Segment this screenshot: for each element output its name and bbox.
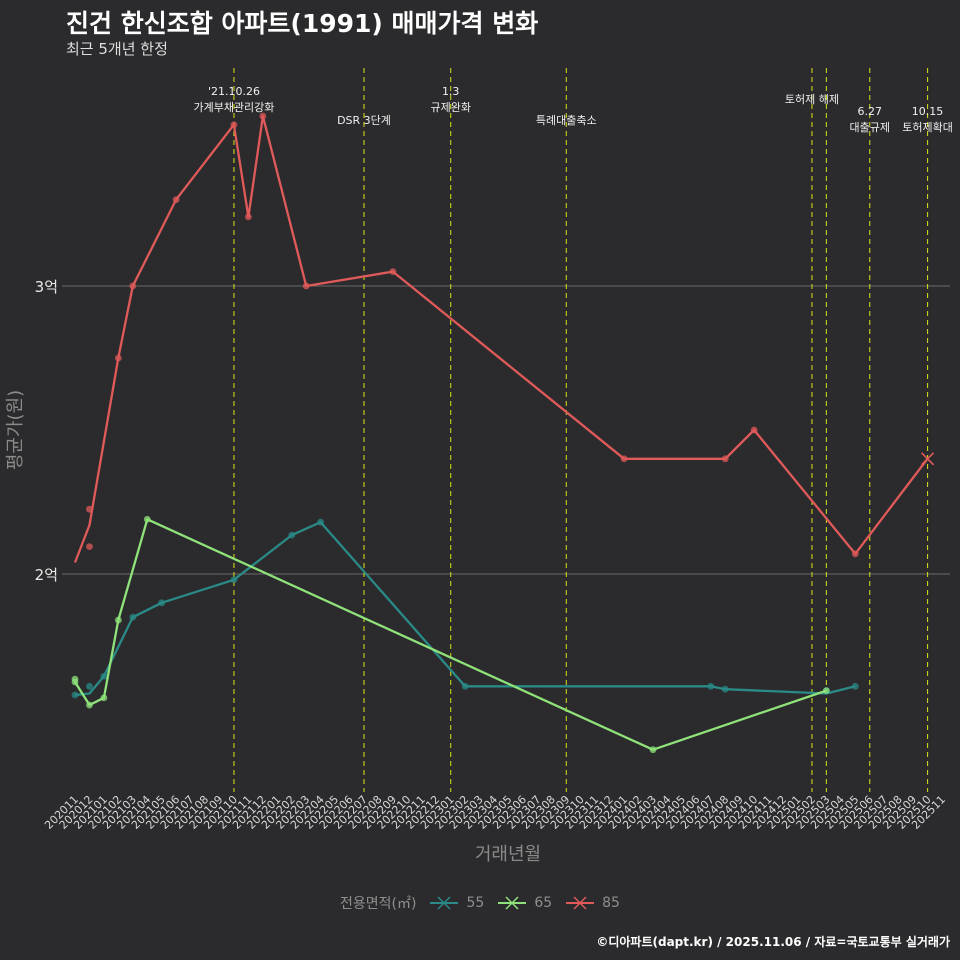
data-point-65 xyxy=(823,687,830,695)
data-point-55 xyxy=(129,613,137,621)
legend-label-65: 65 xyxy=(534,895,553,911)
data-point-65 xyxy=(86,701,93,709)
legend-item-55: 55 xyxy=(430,893,484,913)
data-point-85 xyxy=(851,550,859,558)
data-point-65 xyxy=(143,515,151,523)
series-line-85 xyxy=(73,114,929,563)
data-point-55 xyxy=(707,682,715,690)
data-point-55 xyxy=(851,682,859,690)
data-point-55 xyxy=(71,691,79,699)
data-point-55 xyxy=(461,682,469,690)
legend: 전용면적(㎡) 55 65 85 xyxy=(0,893,960,913)
event-label: DSR 3단계 xyxy=(337,114,391,127)
y-axis-title: 평균가(원) xyxy=(5,390,26,470)
event-label: 토허제 해제 xyxy=(785,92,839,106)
data-point-85 xyxy=(86,505,93,513)
data-point-55 xyxy=(317,518,325,526)
y-tick-label: 3억 xyxy=(35,278,58,296)
data-point-55 xyxy=(721,685,729,693)
data-point-55 xyxy=(100,672,108,680)
event-label: 10.15 xyxy=(912,105,944,118)
data-point-85 xyxy=(172,196,180,204)
event-label: 규제완화 xyxy=(430,101,470,114)
event-label: 특례대출축소 xyxy=(536,114,597,127)
cross-stroke xyxy=(920,452,935,466)
data-point-65 xyxy=(649,746,657,754)
legend-item-85: 85 xyxy=(566,893,620,913)
data-point-85 xyxy=(721,455,729,463)
data-point-85 xyxy=(230,121,238,129)
data-point-85 xyxy=(620,455,628,463)
data-point-85 xyxy=(750,426,758,434)
legend-label-85: 85 xyxy=(602,895,620,911)
event-label: 1.3 xyxy=(442,85,460,98)
event-label: '21.10.26 xyxy=(208,85,260,98)
data-point-55 xyxy=(158,599,166,607)
series-line-65 xyxy=(74,518,827,751)
legend-key-85 xyxy=(566,896,595,910)
data-point-55 xyxy=(288,531,296,539)
legend-item-65: 65 xyxy=(498,893,552,913)
data-point-65 xyxy=(114,616,122,624)
data-point-65 xyxy=(71,678,79,686)
data-point-85 xyxy=(259,112,267,120)
event-label: 가계부채관리강화 xyxy=(193,101,274,114)
data-point-85 xyxy=(129,282,137,290)
data-point-65 xyxy=(100,694,108,702)
chart-plot: 2억 3억 '21.10.26 가계부채관리강화 DSR 3단계 1.3 규제완화특례대출축… xyxy=(5,68,953,865)
data-point-55 xyxy=(230,576,238,584)
data-point-cross-85 xyxy=(920,452,935,466)
source-caption: ©디아파트(dapt.kr) / 2025.11.06 / 자료=국토교통부 실… xyxy=(596,935,950,949)
event-label: 6.27 xyxy=(858,105,883,118)
legend-label-55: 55 xyxy=(466,895,485,911)
series-line-55 xyxy=(74,521,856,697)
legend-title: 전용면적(㎡) xyxy=(340,896,417,912)
data-point-85 xyxy=(245,213,252,221)
data-point-85 xyxy=(86,543,93,551)
legend-key-55 xyxy=(430,896,459,910)
event-label: 토허제확대 xyxy=(902,121,953,134)
event-label: 대출규제 xyxy=(850,121,890,134)
y-tick-label: 2억 xyxy=(35,566,58,584)
chart-subtitle: 최근 5개년 한정 xyxy=(66,40,168,58)
chart-title: 진건 한신조합 아파트(1991) 매매가격 변화 xyxy=(66,9,539,38)
data-point-85 xyxy=(114,354,122,362)
data-point-85 xyxy=(302,282,310,290)
legend-key-65 xyxy=(498,896,527,910)
x-axis-title: 거래년월 xyxy=(475,844,541,865)
data-point-55 xyxy=(86,682,93,690)
data-point-85 xyxy=(389,268,397,275)
